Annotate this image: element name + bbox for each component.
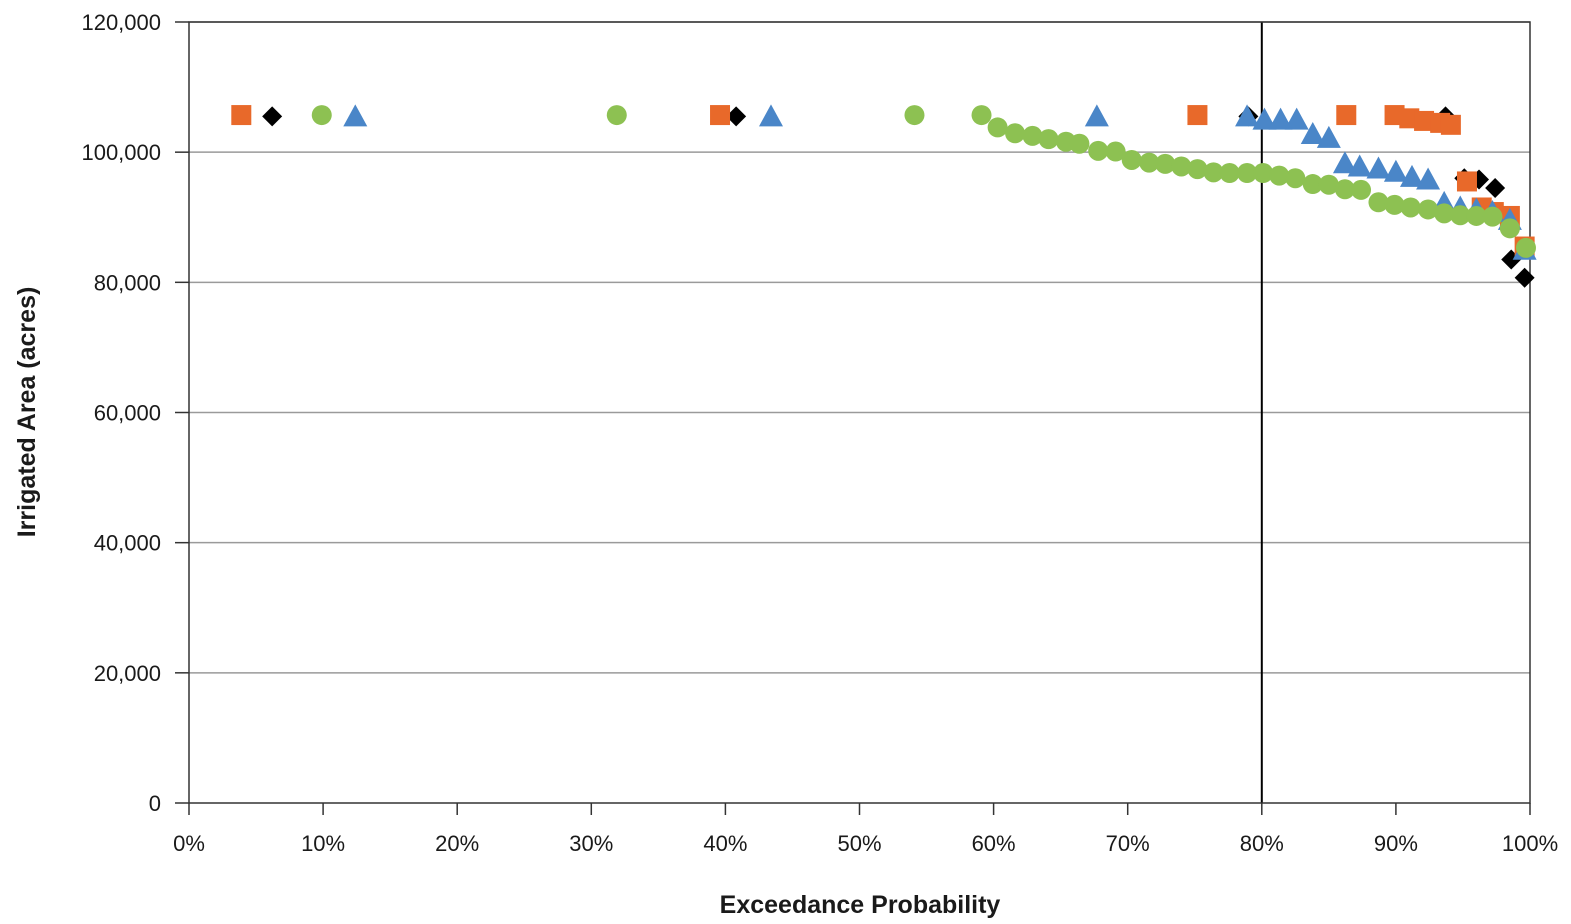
triangle-point xyxy=(758,104,783,127)
x-tick-label: 40% xyxy=(703,831,747,856)
x-axis-title: Exceedance Probability xyxy=(720,891,1001,919)
triangle-point xyxy=(1347,154,1372,177)
circle-point xyxy=(1105,141,1126,162)
square-point xyxy=(1440,114,1461,135)
triangle-point xyxy=(1416,167,1441,190)
circle-point xyxy=(1038,129,1059,150)
square-point xyxy=(1456,171,1477,192)
triangle-point xyxy=(1284,107,1309,130)
y-tick-label: 100,000 xyxy=(81,140,161,165)
circle-point xyxy=(1400,197,1421,218)
circle-point xyxy=(1155,153,1176,174)
y-tick-label: 40,000 xyxy=(94,531,161,556)
square-point xyxy=(1187,105,1208,126)
circle-point xyxy=(1187,159,1208,180)
circle-point xyxy=(1253,162,1274,183)
plot-frame xyxy=(188,21,1531,804)
circle-point xyxy=(1139,152,1160,173)
circle-point xyxy=(606,105,627,126)
square-point xyxy=(1336,105,1357,126)
circle-point xyxy=(1302,174,1323,195)
circle-point xyxy=(311,105,332,126)
gridlines xyxy=(189,21,1530,674)
diamond-point xyxy=(726,106,747,127)
y-tick-label: 0 xyxy=(149,791,161,816)
x-tick-label: 50% xyxy=(837,831,881,856)
x-tick-label: 100% xyxy=(1502,831,1558,856)
x-tick-label: 10% xyxy=(301,831,345,856)
circle-point xyxy=(1219,162,1240,183)
triangle-point xyxy=(1383,159,1408,182)
y-tick-label: 60,000 xyxy=(94,401,161,426)
triangle-point xyxy=(1316,125,1341,148)
circle-point xyxy=(1203,162,1224,183)
square-point xyxy=(710,105,731,126)
circle-point xyxy=(971,105,992,126)
triangle-point xyxy=(1252,107,1277,130)
circle-point xyxy=(1482,206,1503,227)
triangle-point xyxy=(1332,151,1357,174)
triangle-point xyxy=(1235,104,1260,127)
tick-labels: 0 20,000 40,000 60,000 80,000 100,000 120,000 0… xyxy=(81,10,1558,856)
circle-point xyxy=(1351,179,1372,200)
x-tick-label: 60% xyxy=(972,831,1016,856)
y-tick-label: 80,000 xyxy=(94,270,161,295)
triangle-point xyxy=(1084,104,1109,127)
y-tick-label: 20,000 xyxy=(94,661,161,686)
x-tick-label: 90% xyxy=(1374,831,1418,856)
circle-point xyxy=(1237,162,1258,183)
axes xyxy=(175,21,1531,815)
circle-point xyxy=(1269,165,1290,186)
circle-point xyxy=(1466,205,1487,226)
diamond-point xyxy=(262,106,283,127)
square-point xyxy=(1414,110,1435,131)
circle-point xyxy=(1499,218,1520,239)
x-tick-label: 80% xyxy=(1240,831,1284,856)
x-tick-label: 20% xyxy=(435,831,479,856)
triangle-point xyxy=(1268,107,1293,130)
triangle-point xyxy=(1366,156,1391,179)
circle-point xyxy=(1171,156,1192,177)
diamond-point xyxy=(1514,267,1535,288)
circle-point xyxy=(1418,199,1439,220)
circle-point xyxy=(1088,140,1109,161)
circle-point xyxy=(987,117,1008,138)
triangle-point xyxy=(1399,164,1424,187)
circle-point xyxy=(1384,194,1405,215)
y-axis-title: Irrigated Area (acres) xyxy=(13,287,41,538)
x-tick-label: 0% xyxy=(173,831,205,856)
circle-point xyxy=(1121,149,1142,170)
y-tick-label: 120,000 xyxy=(81,10,161,35)
circle-point xyxy=(1318,174,1339,195)
circle-point xyxy=(1069,133,1090,154)
circle-point xyxy=(1334,179,1355,200)
diamond-point xyxy=(1485,177,1506,198)
circle-point xyxy=(1022,125,1043,146)
circle-point xyxy=(1515,237,1536,258)
circle-point xyxy=(1005,123,1026,144)
circle-point xyxy=(1450,205,1471,226)
triangle-point xyxy=(343,104,368,127)
circle-point xyxy=(1434,203,1455,224)
square-point xyxy=(231,105,252,126)
circle-point xyxy=(1368,192,1389,213)
data-points xyxy=(231,104,1537,288)
circle-point xyxy=(904,105,925,126)
x-tick-label: 70% xyxy=(1106,831,1150,856)
triangle-point xyxy=(1300,121,1325,144)
x-tick-label: 30% xyxy=(569,831,613,856)
circle-point xyxy=(1285,168,1306,189)
